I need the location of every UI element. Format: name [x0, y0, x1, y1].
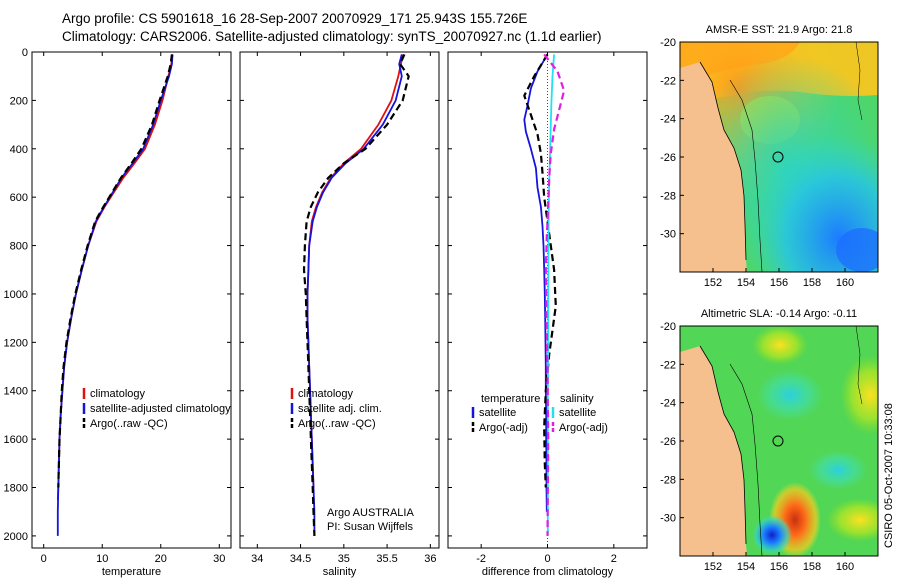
- map-x-tick-label: 152: [704, 277, 722, 289]
- sst-map: [680, 42, 878, 272]
- argo-location-marker: [772, 151, 784, 163]
- sla-yellow-ne: [752, 326, 808, 365]
- y-tick-label: 1400: [4, 386, 28, 398]
- legend-label: satellite: [559, 407, 596, 419]
- x-tick-label: 2: [611, 553, 617, 565]
- legend-label: satellite-adjusted climatology: [90, 403, 231, 415]
- map-y-tick-label: -28: [660, 474, 676, 486]
- x-tick-label: 36: [424, 553, 436, 565]
- salinity-panel: 34 34.5 35 35.5 36 salinity climatology satelli…: [239, 51, 440, 578]
- sla-coastline: [699, 345, 747, 545]
- x-tick-label: -2: [476, 553, 486, 565]
- temperature-plot-frame: [31, 51, 232, 549]
- y-tick-label: 1200: [4, 337, 28, 349]
- sst-coastline: [699, 61, 747, 261]
- map-y-tick-label: -20: [660, 321, 676, 333]
- x-tick-label: 0: [544, 553, 550, 565]
- legend-label: Argo(..raw -QC): [298, 418, 376, 430]
- series-line-temperature-satellite: [523, 53, 549, 512]
- sla-map-title: Altimetric SLA: -0.14 Argo: -0.11: [701, 308, 857, 320]
- legend-label: Argo(-adj): [479, 422, 528, 434]
- y-tick-label: 2000: [4, 531, 28, 543]
- difference-x-axis-label: difference from climatology: [482, 566, 614, 578]
- sla-shelf-contour: [729, 363, 763, 556]
- figure-title-line2: Climatology: CARS2006. Satellite-adjuste…: [62, 29, 602, 44]
- legend-label: climatology: [90, 388, 146, 400]
- x-tick-label: 30: [213, 553, 225, 565]
- argo-location-marker: [772, 435, 784, 447]
- sst-land: [680, 62, 747, 272]
- y-tick-label: 0: [22, 47, 28, 59]
- map-y-tick-label: -28: [660, 190, 676, 202]
- legend-label: Argo(..raw -QC): [90, 418, 168, 430]
- map-y-tick-label: -24: [660, 114, 676, 126]
- series-line-salinity-satellite: [546, 54, 555, 536]
- y-tick-label: 600: [10, 192, 28, 204]
- legend-label: Argo(-adj): [559, 422, 608, 434]
- credit-stamp: CSIRO 05-Oct-2007 10:33:08: [883, 403, 895, 548]
- map-y-tick-label: -20: [660, 37, 676, 49]
- sla-yellow-east: [840, 355, 878, 435]
- sla-cyan-center: [756, 369, 824, 421]
- map-y-tick-label: -30: [660, 229, 676, 241]
- sla-map: [680, 326, 878, 556]
- sla-cyan-south: [808, 450, 868, 490]
- y-tick-label: 200: [10, 95, 28, 107]
- sla-axes: 152 154 156 158 160 -20 -22 -24 -26 -28 -30: [660, 321, 854, 573]
- sst-map-title: AMSR-E SST: 21.9 Argo: 21.8: [706, 24, 853, 36]
- x-tick-label: 35: [338, 553, 350, 565]
- map-y-tick-label: -22: [660, 75, 676, 87]
- map-y-tick-label: -22: [660, 359, 676, 371]
- legend-label: satellite: [479, 407, 516, 419]
- map-x-tick-label: 154: [737, 561, 755, 573]
- map-x-tick-label: 152: [704, 561, 722, 573]
- map-x-tick-label: 158: [803, 561, 821, 573]
- x-tick-label: 20: [155, 553, 167, 565]
- x-tick-label: 0: [41, 553, 47, 565]
- sst-contour-2: [855, 42, 863, 121]
- series-line-argo-raw-qc-: [302, 53, 410, 536]
- y-tick-label: 400: [10, 144, 28, 156]
- sla-contour-2: [855, 326, 863, 405]
- x-tick-label: 10: [96, 553, 108, 565]
- temperature-panel: 0 200 400 600 800 1000 1200 1400 1600 1800 2000 0 10…: [4, 47, 232, 578]
- map-y-tick-label: -24: [660, 398, 676, 410]
- map-x-tick-label: 160: [836, 561, 854, 573]
- y-tick-label: 1600: [4, 434, 28, 446]
- map-y-tick-label: -26: [660, 152, 676, 164]
- pi-label: PI: Susan Wijffels: [327, 521, 413, 533]
- map-x-tick-label: 158: [803, 277, 821, 289]
- y-tick-label: 1800: [4, 483, 28, 495]
- map-y-tick-label: -30: [660, 513, 676, 525]
- map-x-tick-label: 160: [836, 277, 854, 289]
- map-y-tick-label: -26: [660, 436, 676, 448]
- salinity-x-axis-label: salinity: [323, 566, 357, 578]
- sst-axes: 152 154 156 158 160 -20 -22 -24 -26 -28 -30: [660, 37, 854, 289]
- x-tick-label: 34.5: [290, 553, 311, 565]
- legend-label: climatology: [298, 388, 354, 400]
- legend-heading: salinity: [560, 393, 594, 405]
- sst-deep-blue: [836, 228, 878, 272]
- legend-label: satellite adj. clim.: [298, 403, 382, 415]
- x-tick-label: 34: [251, 553, 263, 565]
- y-tick-label: 1000: [4, 289, 28, 301]
- figure-title-line1: Argo profile: CS 5901618_16 28-Sep-2007 …: [62, 11, 527, 26]
- map-x-tick-label: 154: [737, 277, 755, 289]
- temperature-x-axis-label: temperature: [102, 566, 161, 578]
- sla-yellow-south: [826, 498, 878, 542]
- map-x-tick-label: 156: [770, 561, 788, 573]
- sla-cold-eddy: [752, 515, 792, 555]
- sst-shelf-contour: [729, 79, 763, 272]
- series-line-argo-raw-qc-: [57, 54, 173, 488]
- x-tick-label: 35.5: [376, 553, 397, 565]
- argo-australia-label: Argo AUSTRALIA: [327, 507, 414, 519]
- y-tick-label: 800: [10, 241, 28, 253]
- sla-land: [680, 346, 747, 556]
- map-x-tick-label: 156: [770, 277, 788, 289]
- salinity-plot-frame: [239, 51, 440, 549]
- legend-heading: temperature: [481, 393, 540, 405]
- series-line-salinity-argo-adj-: [543, 53, 566, 536]
